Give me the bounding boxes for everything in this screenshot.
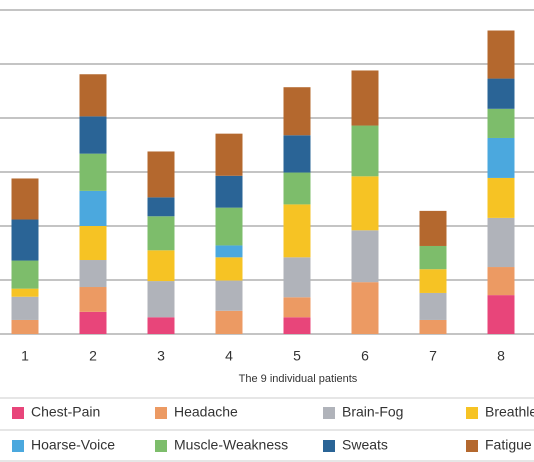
bar-segment bbox=[215, 175, 243, 208]
bar-segment bbox=[79, 74, 107, 117]
bar-segment bbox=[79, 153, 107, 191]
bar-segment bbox=[283, 317, 311, 334]
bar-segment bbox=[147, 250, 175, 282]
bar-segment bbox=[487, 295, 515, 334]
bar-segment bbox=[351, 125, 379, 177]
bar-segment bbox=[487, 108, 515, 138]
bar-segment bbox=[11, 178, 39, 220]
x-tick-label: 2 bbox=[89, 348, 97, 364]
bar-segment bbox=[487, 30, 515, 79]
bar-segment bbox=[79, 287, 107, 312]
x-tick-label: 1 bbox=[21, 348, 29, 364]
bar-segment bbox=[215, 245, 243, 258]
bar-segment bbox=[147, 281, 175, 318]
x-tick-label: 3 bbox=[157, 348, 165, 364]
bar-segment bbox=[487, 177, 515, 218]
bar-segment bbox=[351, 70, 379, 126]
bar-segment bbox=[283, 172, 311, 205]
bar-segment bbox=[79, 260, 107, 288]
bar-segment bbox=[11, 219, 39, 261]
bar-segment bbox=[351, 282, 379, 334]
legend-swatch bbox=[12, 440, 24, 452]
bar-segment bbox=[147, 151, 175, 198]
legend-swatch bbox=[12, 407, 24, 419]
bar-segment bbox=[147, 317, 175, 334]
x-axis-label: The 9 individual patients bbox=[239, 373, 358, 385]
legend-swatch bbox=[155, 407, 167, 419]
legend-label: Brain-Fog bbox=[342, 404, 403, 420]
bar-segment bbox=[419, 210, 447, 246]
x-tick-label: 8 bbox=[497, 348, 505, 364]
x-tick-label: 6 bbox=[361, 348, 369, 364]
bar-segment bbox=[147, 197, 175, 217]
bar-segment bbox=[147, 216, 175, 251]
bar-segment bbox=[487, 267, 515, 296]
bar-segment bbox=[215, 280, 243, 311]
bar-segment bbox=[419, 245, 447, 270]
bar-segment bbox=[283, 297, 311, 318]
legend-label: Muscle-Weakness bbox=[174, 437, 288, 453]
bar-segment bbox=[215, 133, 243, 176]
bar-segment bbox=[283, 135, 311, 173]
bar-segment bbox=[79, 116, 107, 154]
bar-segment bbox=[283, 257, 311, 298]
x-tick-label: 7 bbox=[429, 348, 437, 364]
legend-swatch bbox=[323, 440, 335, 452]
bar-segment bbox=[283, 87, 311, 136]
legend-swatch bbox=[155, 440, 167, 452]
x-tick-label: 4 bbox=[225, 348, 233, 364]
bar-segment bbox=[283, 204, 311, 258]
bar-segment bbox=[487, 137, 515, 178]
legend-label: Fatigue bbox=[485, 437, 532, 453]
bar-segment bbox=[419, 319, 447, 334]
bar-segment bbox=[11, 296, 39, 320]
bar-segment bbox=[487, 78, 515, 109]
bar-segment bbox=[487, 217, 515, 268]
bar-segment bbox=[79, 311, 107, 334]
bar-segment bbox=[11, 319, 39, 334]
bar-segment bbox=[11, 260, 39, 289]
x-tick-label: 5 bbox=[293, 348, 301, 364]
legend-label: Sweats bbox=[342, 437, 388, 453]
bar-segment bbox=[79, 190, 107, 226]
bar-segment bbox=[11, 288, 39, 297]
legend-swatch bbox=[466, 407, 478, 419]
bar-segment bbox=[419, 269, 447, 293]
legend-swatch bbox=[323, 407, 335, 419]
bar-segment bbox=[351, 176, 379, 231]
bar-segment bbox=[215, 310, 243, 334]
legend-label: Headache bbox=[174, 404, 238, 420]
legend-label: Chest-Pain bbox=[31, 404, 100, 420]
bar-segment bbox=[79, 225, 107, 261]
bar-segment bbox=[215, 257, 243, 281]
bar-segment bbox=[351, 230, 379, 283]
bar-segment bbox=[215, 207, 243, 246]
legend-label: Breathlessness bbox=[485, 404, 534, 420]
legend-swatch bbox=[466, 440, 478, 452]
bar-segment bbox=[419, 292, 447, 320]
legend-label: Hoarse-Voice bbox=[31, 437, 115, 453]
